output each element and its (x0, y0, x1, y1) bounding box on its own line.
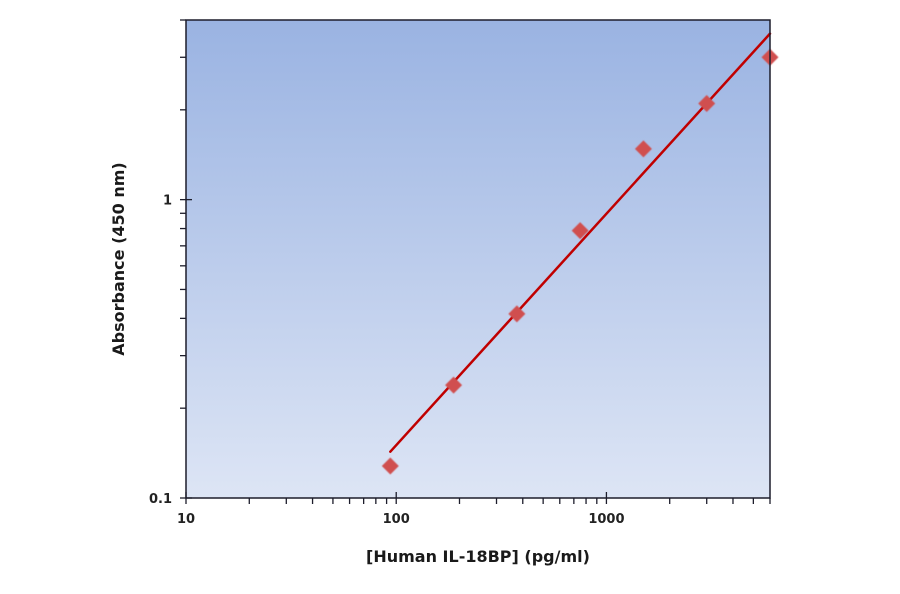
data-point-diamond (698, 94, 716, 112)
data-point-diamond (445, 376, 463, 394)
x-tick-label: 10 (177, 512, 195, 527)
y-axis-title: Absorbance (450 nm) (109, 162, 128, 355)
x-tick-label: 100 (383, 512, 410, 527)
plot-area (186, 20, 770, 498)
data-point-diamond (381, 457, 399, 475)
data-points (381, 48, 779, 475)
y-tick-label: 1 (163, 194, 172, 209)
x-tick-label: 1000 (588, 512, 624, 527)
x-axis-title: [Human IL-18BP] (pg/ml) (366, 547, 590, 566)
tick-labels: 10 100 1000 0.1 1 (149, 194, 625, 527)
plot-frame (185, 19, 771, 499)
y-tick-label: 0.1 (149, 492, 172, 507)
data-point-diamond (634, 140, 652, 158)
data-point-diamond (508, 305, 526, 323)
axes (180, 19, 771, 504)
data-point-diamond (571, 222, 589, 240)
